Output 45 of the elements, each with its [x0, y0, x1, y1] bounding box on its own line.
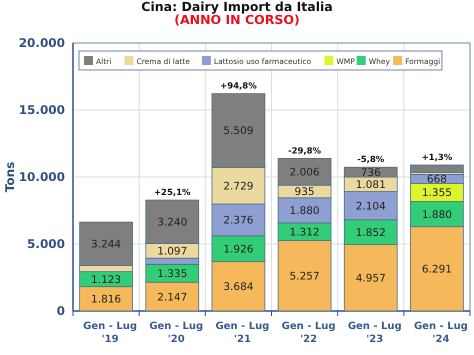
data-label: 2.729 [223, 180, 254, 192]
data-label: 4.957 [356, 272, 386, 284]
data-label: 1.312 [290, 226, 320, 238]
data-label: 1.926 [223, 243, 254, 256]
data-label: 6.291 [422, 264, 452, 276]
x-tick-label: Gen - Lug '20 [149, 321, 204, 345]
y-tick-label: 10.000 [18, 170, 65, 184]
data-label: 1.880 [422, 208, 452, 221]
data-label: 3.684 [223, 280, 254, 293]
x-tick-label: Gen - Lug '23 [348, 321, 402, 345]
data-label: 736 [360, 166, 382, 179]
data-label: 2.376 [223, 214, 254, 227]
data-label: 2.006 [290, 166, 320, 178]
annotation: +1,3% [422, 153, 453, 164]
data-label: 1.335 [157, 268, 188, 280]
x-tick-label: Gen - Lug '19 [83, 321, 138, 345]
data-label: 1.081 [356, 179, 386, 191]
bar [410, 164, 464, 173]
data-label: 3.244 [91, 238, 122, 251]
y-tick-label: 20.000 [18, 36, 65, 50]
x-tick-label: Gen - Lug '24 [414, 321, 468, 345]
data-label: 668 [426, 174, 447, 186]
y-tick-label: 15.000 [18, 103, 65, 118]
data-label: 935 [294, 186, 315, 198]
data-label: 5.257 [290, 270, 320, 282]
data-label: 5.509 [223, 125, 254, 138]
data-label: 2.104 [356, 200, 386, 212]
data-label: 1.880 [290, 205, 320, 218]
data-label: 1.123 [91, 274, 122, 286]
data-label: 1.816 [91, 294, 122, 306]
y-tick-label: 5.000 [27, 237, 65, 252]
annotation: -5,8% [357, 155, 385, 166]
data-label: 1.097 [157, 246, 188, 258]
data-label: 2.147 [157, 291, 188, 304]
data-label: 3.240 [157, 216, 188, 228]
annotation: -29,8% [288, 146, 322, 156]
data-label: 1.355 [422, 187, 452, 200]
x-tick-label: Gen - Lug '22 [282, 321, 336, 345]
annotation: +25,1% [154, 188, 192, 198]
data-label: 1.852 [356, 226, 386, 239]
y-tick-label: 0 [56, 304, 65, 318]
x-tick-label: Gen - Lug '21 [215, 321, 270, 345]
annotation: +94,8% [220, 82, 258, 92]
y-axis-title: Tons [3, 162, 17, 192]
chart-title: Cina: Dairy Import da Italia [141, 0, 333, 14]
